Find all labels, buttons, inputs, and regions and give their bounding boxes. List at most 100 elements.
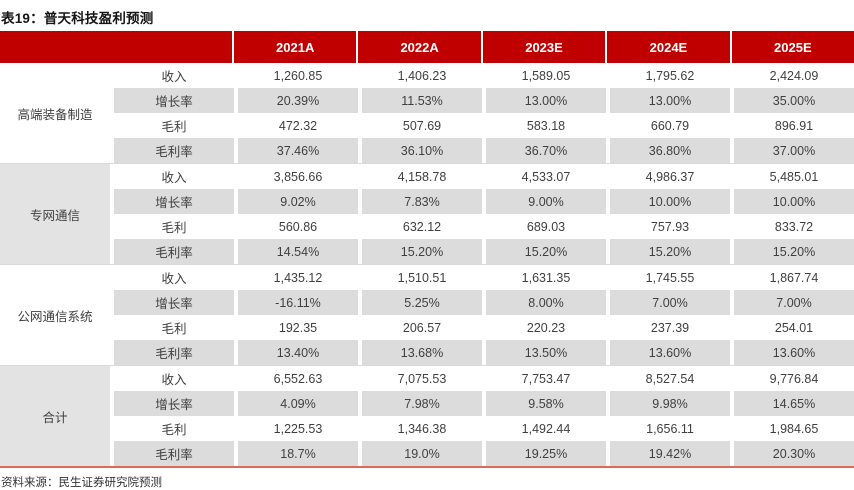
cell-value: 1,795.62 [645, 68, 695, 83]
metric-label: 毛利率 [114, 441, 234, 466]
cell-value: 10.00% [734, 189, 854, 214]
cell-value: 7.00% [610, 290, 730, 315]
table-row: 毛利率 13.40% 13.68% 13.50% 13.60% 13.60% [114, 340, 854, 365]
cell-value: 1,510.51 [397, 270, 447, 285]
segment-name: 高端装备制造 [0, 63, 110, 163]
column-header-2025E: 2025E [729, 31, 854, 63]
cell-value: 13.68% [362, 340, 482, 365]
cell-value: 19.42% [610, 441, 730, 466]
metric-label: 毛利率 [114, 239, 234, 264]
table-header-row: 2021A 2022A 2023E 2024E 2025E [0, 31, 854, 63]
metric-label: 增长率 [114, 391, 234, 416]
cell-value: 36.10% [362, 138, 482, 163]
table-row: 收入 3,856.66 4,158.78 4,533.07 4,986.37 5,485.… [114, 164, 854, 189]
cell-value: 5,485.01 [769, 169, 819, 184]
cell-value: 15.20% [734, 239, 854, 264]
cell-value: 9.58% [486, 391, 606, 416]
source-note: 资料来源：民生证券研究院预测 [1, 477, 162, 489]
metric-label: 毛利 [161, 120, 187, 134]
cell-value: 20.39% [238, 88, 358, 113]
cell-value: 13.60% [610, 340, 730, 365]
metric-label: 增长率 [114, 88, 234, 113]
column-header-2023E: 2023E [480, 31, 605, 63]
cell-value: 19.25% [486, 441, 606, 466]
cell-value: -16.11% [238, 290, 358, 315]
cell-value: 15.20% [486, 239, 606, 264]
cell-value: 1,492.44 [521, 421, 571, 436]
segment-group-1: 高端装备制造 收入 1,260.85 1,406.23 1,589.05 1,795.62… [0, 63, 854, 163]
cell-value: 1,260.85 [273, 68, 323, 83]
table-row: 增长率 20.39% 11.53% 13.00% 13.00% 35.00% [114, 88, 854, 113]
cell-value: 9.00% [486, 189, 606, 214]
segment-name: 公网通信系统 [0, 265, 110, 365]
cell-value: 472.32 [278, 118, 318, 133]
column-header-2024E: 2024E [605, 31, 729, 63]
cell-value: 757.93 [650, 219, 690, 234]
table-row: 收入 1,435.12 1,510.51 1,631.35 1,745.55 1,867.… [114, 265, 854, 290]
cell-value: 1,435.12 [273, 270, 323, 285]
segment-name: 合计 [0, 366, 110, 466]
cell-value: 1,589.05 [521, 68, 571, 83]
metric-label: 收入 [161, 70, 187, 84]
cell-value: 7,075.53 [397, 371, 447, 386]
cell-value: 13.60% [734, 340, 854, 365]
metric-label: 毛利率 [114, 138, 234, 163]
table-row: 收入 1,260.85 1,406.23 1,589.05 1,795.62 2,424.… [114, 63, 854, 88]
cell-value: 833.72 [774, 219, 814, 234]
cell-value: 1,745.55 [645, 270, 695, 285]
profit-forecast-table: 2021A 2022A 2023E 2024E 2025E 高端装备制造 收入 1,260.… [0, 31, 854, 468]
cell-value: 11.53% [362, 88, 482, 113]
cell-value: 4,986.37 [645, 169, 695, 184]
metric-label: 收入 [161, 272, 187, 286]
cell-value: 15.20% [362, 239, 482, 264]
table-title: 表19：普天科技盈利预测 [1, 11, 154, 26]
cell-value: 13.00% [610, 88, 730, 113]
cell-value: 4.09% [238, 391, 358, 416]
segment-rows: 收入 3,856.66 4,158.78 4,533.07 4,986.37 5,485.… [114, 164, 854, 264]
cell-value: 13.50% [486, 340, 606, 365]
cell-value: 36.70% [486, 138, 606, 163]
cell-value: 1,406.23 [397, 68, 447, 83]
cell-value: 1,225.53 [273, 421, 323, 436]
column-header-2022A: 2022A [356, 31, 480, 63]
cell-value: 1,867.74 [769, 270, 819, 285]
cell-value: 35.00% [734, 88, 854, 113]
cell-value: 9.02% [238, 189, 358, 214]
cell-value: 18.7% [238, 441, 358, 466]
cell-value: 10.00% [610, 189, 730, 214]
cell-value: 4,533.07 [521, 169, 571, 184]
cell-value: 206.57 [402, 320, 442, 335]
cell-value: 8,527.54 [645, 371, 695, 386]
metric-label: 毛利率 [114, 340, 234, 365]
table-row: 毛利率 18.7% 19.0% 19.25% 19.42% 20.30% [114, 441, 854, 466]
cell-value: 2,424.09 [769, 68, 819, 83]
segment-rows: 收入 1,260.85 1,406.23 1,589.05 1,795.62 2,424.… [114, 63, 854, 163]
cell-value: 9,776.84 [769, 371, 819, 386]
table-row: 毛利 472.32 507.69 583.18 660.79 896.91 [114, 113, 854, 138]
cell-value: 7.83% [362, 189, 482, 214]
cell-value: 15.20% [610, 239, 730, 264]
cell-value: 192.35 [278, 320, 318, 335]
metric-label: 毛利 [161, 423, 187, 437]
cell-value: 20.30% [734, 441, 854, 466]
cell-value: 507.69 [402, 118, 442, 133]
cell-value: 660.79 [650, 118, 690, 133]
table-row: 毛利率 14.54% 15.20% 15.20% 15.20% 15.20% [114, 239, 854, 264]
header-spacer [0, 31, 232, 63]
column-header-2021A: 2021A [232, 31, 356, 63]
cell-value: 896.91 [774, 118, 814, 133]
cell-value: 36.80% [610, 138, 730, 163]
segment-group-3: 公网通信系统 收入 1,435.12 1,510.51 1,631.35 1,745.55… [0, 264, 854, 365]
table-body: 高端装备制造 收入 1,260.85 1,406.23 1,589.05 1,795.62… [0, 63, 854, 468]
segment-name: 专网通信 [0, 164, 110, 264]
cell-value: 37.46% [238, 138, 358, 163]
table-row: 毛利 560.86 632.12 689.03 757.93 833.72 [114, 214, 854, 239]
cell-value: 4,158.78 [397, 169, 447, 184]
metric-label: 收入 [161, 373, 187, 387]
cell-value: 6,552.63 [273, 371, 323, 386]
table-row: 毛利率 37.46% 36.10% 36.70% 36.80% 37.00% [114, 138, 854, 163]
table-row: 毛利 1,225.53 1,346.38 1,492.44 1,656.11 1,984.… [114, 416, 854, 441]
cell-value: 13.40% [238, 340, 358, 365]
cell-value: 7,753.47 [521, 371, 571, 386]
